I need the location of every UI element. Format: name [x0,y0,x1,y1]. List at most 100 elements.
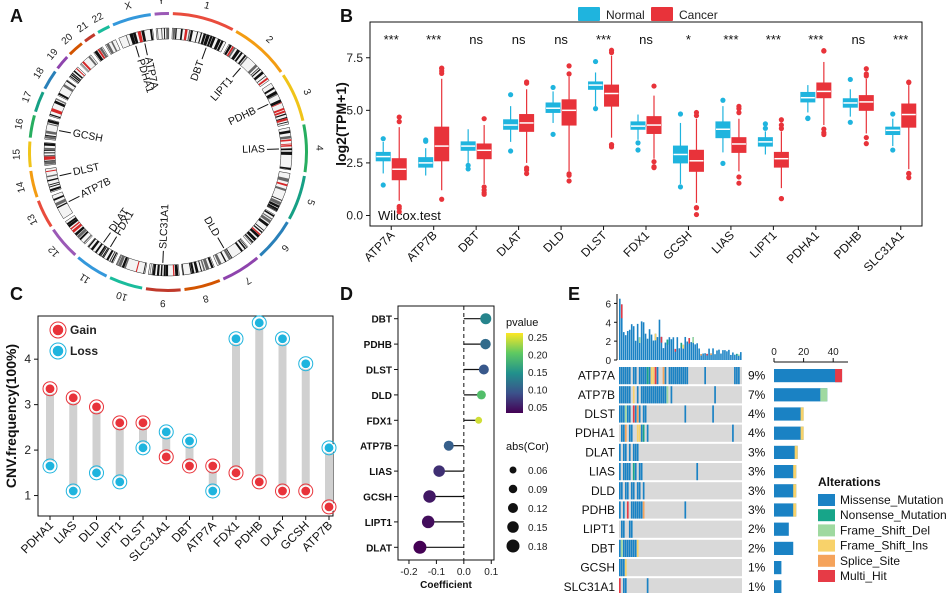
legend-ring-gain [49,321,67,339]
gain-point [300,485,312,497]
outlier-point [651,164,657,170]
box-body [604,84,620,107]
gene-count-bar-segment [794,445,798,459]
mutation-cell [628,405,631,423]
x-tick-label: PDHA1 [784,228,822,266]
mutation-cell [642,424,645,442]
loss-point [114,476,126,488]
x-tick-label: LIPT1 [747,228,780,261]
mutation-cell [646,578,649,593]
cytoband [94,50,104,62]
cytoband [228,47,236,58]
chromosome-color-band [154,11,169,16]
cytoband [174,28,177,40]
mutation-cell [640,501,643,519]
mutation-cell [652,386,655,404]
percentage-label: 1% [748,580,766,593]
dumbbell-DBT: DBT [169,433,197,545]
cytoband [56,202,68,209]
cytoband [47,123,59,127]
chromosome-11: 11 [77,237,119,285]
cytoband [277,176,290,183]
right-x-tick-label: 20 [798,347,810,358]
mutation-cell [626,501,629,519]
mutation-cell [662,367,665,385]
size-legend-title: abs(Cor) [506,441,549,453]
legend-label-gain: Gain [70,323,97,337]
x-tick-label: LIAS [709,228,737,256]
cytoband [50,107,63,115]
sample-bar [682,344,685,360]
lollipop-DBT: DBT [371,313,492,326]
cytoband [45,134,57,138]
cytoband [231,49,241,61]
gene-count-bar [774,407,804,421]
pvalue-tick-label: 0.10 [528,386,548,397]
cytoband [187,29,191,41]
loss-point-ring [135,440,151,456]
dumbbell-DLD: DLD [76,399,104,545]
cytoband [203,34,210,46]
chromosome-label: Y [158,0,165,7]
sample-bar [684,336,687,360]
sample-bar-segment [666,339,669,345]
alteration-label: Splice_Site [840,554,900,568]
loss-point-ring [228,331,244,347]
y-tick-label: DLD [371,391,392,402]
percentage-label: 3% [748,445,766,459]
cytoband [151,264,154,275]
sample-bar [630,324,633,360]
chromosome-color-band [281,74,305,122]
mutation-cell [632,501,635,519]
sample-bar [670,339,673,360]
chromosome-label: 11 [77,270,92,285]
mutation-cell [619,539,621,557]
cytoband [76,228,87,239]
chromosome-color-band [222,256,259,281]
sample-bar [702,353,704,360]
cytoband [88,55,97,66]
chromosome-color-band [43,70,57,90]
chromosome-label: 2 [263,34,275,46]
cytoband [239,238,248,248]
sample-bar [620,304,623,360]
gene-label: GCSH [580,561,615,575]
mutation-cell [732,424,734,442]
sample-bar [738,354,740,360]
chromosome-8: 8 [181,256,221,304]
mutation-cell [622,520,625,538]
gain-point-ring [228,465,244,481]
legend: Normal Cancer [578,7,718,22]
y-tick-label: 7.5 [346,51,363,65]
row-background [619,578,742,593]
mutation-cell [619,405,621,423]
gene-tick [109,236,118,248]
mutation-cell [624,482,627,500]
size-legend-label: 0.15 [528,523,548,534]
cytoband [141,30,147,42]
gene-label: DLD [591,484,615,498]
mutation-cell [664,367,667,385]
x-tick-label: 0.1 [484,567,498,578]
mutation-cell [670,386,673,404]
cytoband [47,177,59,182]
cytoband [279,130,291,135]
outlier-point [524,170,530,177]
gene-tick [103,232,111,243]
loss-point-ring [112,474,128,490]
lollipop-ATP7B: ATP7B [360,440,464,453]
gene-marker: ATP7B [68,175,113,203]
loss-point-ring [298,356,314,372]
mutation-cell [738,367,740,385]
mutation-cell [620,559,623,577]
sample-bar-segment [736,353,738,356]
mutation-cell [640,367,643,385]
mutation-cell [630,482,633,500]
chromosome-label: 19 [45,46,61,62]
sample-bar [640,321,643,360]
y-tick-label: DBT [371,315,392,326]
outlier-point [847,119,853,125]
cytoband [271,102,282,108]
cytoband [238,54,247,65]
